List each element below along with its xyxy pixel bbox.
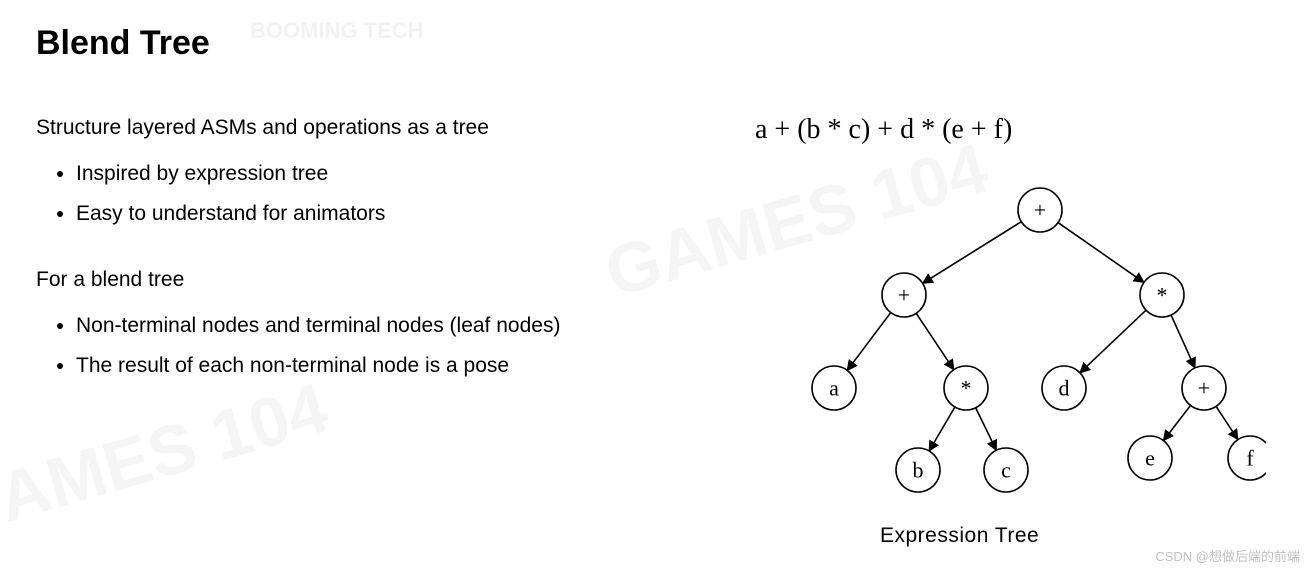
tree-node-label: + [1198,376,1210,401]
tree-edge [1171,315,1195,368]
paragraph-1: Structure layered ASMs and operations as… [36,116,636,140]
tree-node-label: * [1157,283,1168,308]
bullet-list-2: Non-terminal nodes and terminal nodes (l… [76,306,636,386]
bullet-item: Non-terminal nodes and terminal nodes (l… [76,306,636,346]
tree-edge [1080,310,1146,373]
bullet-item: Inspired by expression tree [76,154,636,194]
watermark-text: CSDN @想做后端的前端 [1155,546,1300,565]
slide: BOOMING TECH GAMES 104 GAMES 104 Blend T… [0,0,1304,571]
tree-edge [976,408,997,450]
slide-title: Blend Tree [36,24,210,63]
bullet-list-1: Inspired by expression tree Easy to unde… [76,154,636,234]
tree-edge [1163,405,1190,440]
tree-node-label: * [961,376,972,401]
text-column: Structure layered ASMs and operations as… [36,116,636,420]
tree-edge [916,313,954,369]
tree-edge [1216,406,1238,439]
tree-node-label: b [913,458,924,483]
tree-node-label: + [1034,198,1046,223]
expression-formula: a + (b * c) + d * (e + f) [755,114,1012,146]
tree-node-label: c [1001,458,1011,483]
tree-edge [929,407,955,451]
paragraph-2: For a blend tree [36,268,636,292]
expression-tree-diagram: + + * a * d + b c e f [790,160,1266,520]
bullet-item: Easy to understand for animators [76,194,636,234]
tree-node-label: + [898,283,910,308]
tree-edge [847,313,891,371]
tree-edge [923,222,1022,284]
tree-edge [1058,223,1144,283]
watermark-logo: BOOMING TECH [250,18,424,44]
tree-node-label: d [1059,376,1070,401]
tree-node-label: a [829,376,839,401]
tree-caption: Expression Tree [880,524,1039,548]
bullet-item: The result of each non-terminal node is … [76,346,636,386]
tree-svg: + + * a * d + b c e f [790,160,1266,520]
tree-node-label: e [1145,446,1155,471]
tree-node-label: f [1246,446,1254,471]
